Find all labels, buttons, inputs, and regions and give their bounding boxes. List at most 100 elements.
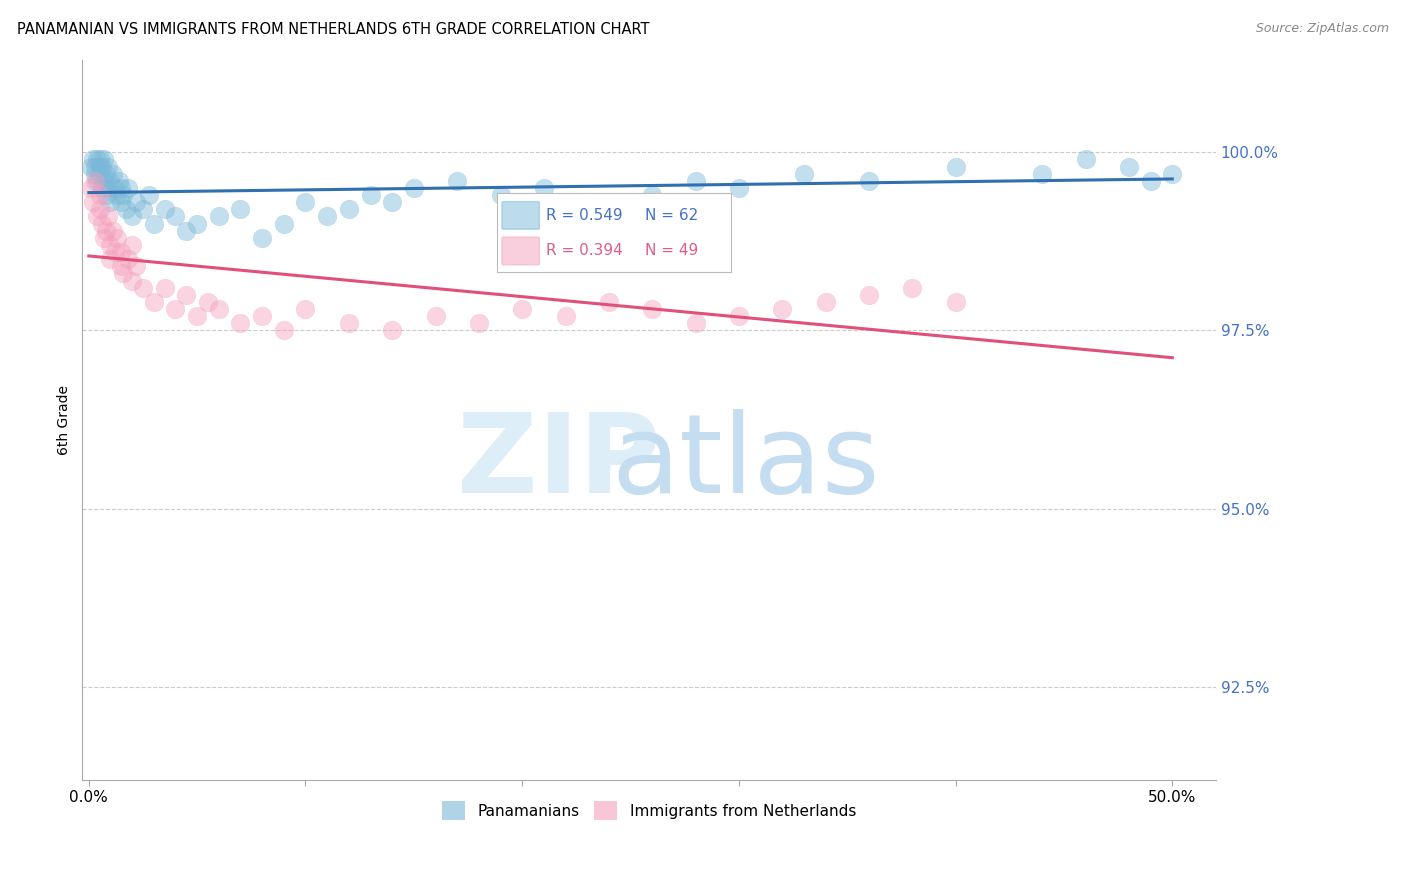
Point: [82, 195, 104, 210]
Point: [685, 174, 707, 188]
Point: [554, 310, 576, 324]
FancyBboxPatch shape: [502, 202, 540, 229]
Point: [294, 195, 316, 210]
Point: [229, 317, 252, 331]
Point: [100, 195, 122, 210]
Point: [901, 281, 924, 295]
Point: [1118, 160, 1140, 174]
Point: [858, 174, 880, 188]
Point: [132, 202, 155, 217]
Point: [446, 174, 468, 188]
Point: [110, 181, 132, 195]
Point: [100, 252, 122, 267]
Y-axis label: 6th Grade: 6th Grade: [58, 384, 72, 455]
Point: [814, 295, 837, 310]
Text: atlas: atlas: [612, 409, 880, 516]
Point: [250, 310, 273, 324]
Point: [89, 167, 111, 181]
Point: [90, 160, 112, 174]
Point: [728, 181, 751, 195]
Point: [337, 202, 360, 217]
Point: [1074, 153, 1097, 167]
Point: [489, 188, 512, 202]
Point: [101, 224, 124, 238]
Point: [229, 202, 252, 217]
Point: [641, 302, 664, 317]
Point: [273, 324, 295, 338]
Point: [117, 252, 139, 267]
Point: [112, 188, 135, 202]
Point: [100, 238, 122, 252]
Point: [576, 195, 599, 210]
Point: [89, 202, 111, 217]
Point: [110, 245, 132, 260]
Point: [858, 288, 880, 302]
Point: [97, 210, 120, 224]
Point: [121, 274, 143, 288]
Point: [510, 302, 533, 317]
Point: [176, 224, 198, 238]
Point: [186, 310, 208, 324]
Point: [381, 324, 404, 338]
Text: N = 62: N = 62: [645, 208, 697, 223]
Point: [138, 188, 160, 202]
Point: [104, 245, 127, 260]
Point: [97, 160, 120, 174]
Text: N = 49: N = 49: [645, 244, 697, 259]
Point: [468, 317, 491, 331]
Point: [84, 174, 107, 188]
Point: [132, 281, 155, 295]
Point: [105, 231, 128, 245]
FancyBboxPatch shape: [502, 237, 540, 265]
Point: [94, 167, 117, 181]
Point: [112, 267, 135, 281]
Point: [208, 302, 231, 317]
Point: [294, 302, 316, 317]
Text: R = 0.394: R = 0.394: [547, 244, 623, 259]
Point: [89, 188, 111, 202]
Point: [316, 210, 339, 224]
Point: [86, 153, 108, 167]
Point: [97, 181, 120, 195]
Point: [770, 302, 793, 317]
Point: [142, 217, 165, 231]
Legend: Panamanians, Immigrants from Netherlands: Panamanians, Immigrants from Netherlands: [436, 795, 862, 826]
Point: [110, 195, 132, 210]
Point: [250, 231, 273, 245]
Point: [208, 210, 231, 224]
Point: [105, 188, 128, 202]
Point: [728, 310, 751, 324]
Text: ZIP: ZIP: [457, 409, 659, 516]
Point: [90, 217, 112, 231]
Point: [80, 181, 103, 195]
Point: [125, 195, 148, 210]
Point: [86, 174, 108, 188]
Point: [108, 174, 131, 188]
Point: [82, 153, 104, 167]
Point: [360, 188, 382, 202]
Point: [94, 188, 117, 202]
Point: [197, 295, 219, 310]
Point: [273, 217, 295, 231]
Point: [121, 210, 143, 224]
Point: [425, 310, 447, 324]
Point: [89, 153, 111, 167]
Text: Source: ZipAtlas.com: Source: ZipAtlas.com: [1256, 22, 1389, 36]
Point: [1031, 167, 1053, 181]
Point: [80, 160, 103, 174]
Text: R = 0.549: R = 0.549: [547, 208, 623, 223]
Point: [93, 231, 115, 245]
Point: [93, 153, 115, 167]
Point: [381, 195, 404, 210]
Point: [153, 202, 176, 217]
Point: [402, 181, 425, 195]
Point: [121, 238, 143, 252]
Point: [793, 167, 815, 181]
Text: PANAMANIAN VS IMMIGRANTS FROM NETHERLANDS 6TH GRADE CORRELATION CHART: PANAMANIAN VS IMMIGRANTS FROM NETHERLAND…: [17, 22, 650, 37]
Point: [89, 160, 111, 174]
Point: [125, 260, 148, 274]
Point: [533, 181, 555, 195]
Point: [1139, 174, 1161, 188]
Point: [114, 202, 136, 217]
Point: [945, 295, 967, 310]
